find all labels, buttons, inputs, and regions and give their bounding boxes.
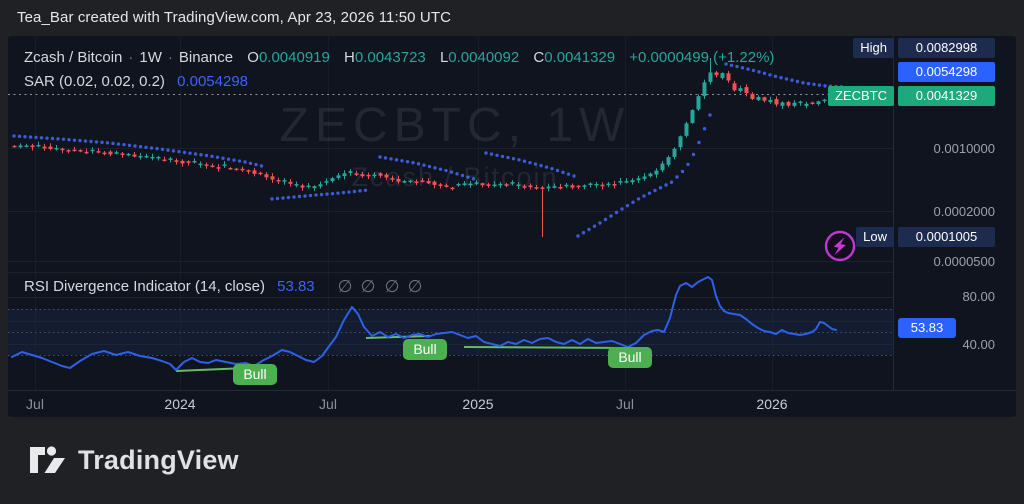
separator-dot: · (167, 49, 173, 66)
time-axis-label: Jul (616, 396, 634, 412)
ohlc-low: L0.0040092 (439, 49, 520, 66)
bull-divergence-badge: Bull (403, 338, 447, 360)
empty-set-icon[interactable]: ∅ (337, 277, 353, 296)
rsi-indicator-label[interactable]: RSI Divergence Indicator (14, close) (24, 278, 265, 295)
ohlc-close: C0.0041329 (533, 49, 616, 66)
attribution-bar: Tea_Bar created with TradingView.com, Ap… (0, 0, 1024, 36)
symbol-axis-badge: ZECBTC (828, 86, 894, 106)
price-tick-00002: 0.0002000 (933, 204, 995, 219)
ohlc-high: H0.0043723 (344, 49, 426, 66)
ohlc-open: O0.0040919 (247, 49, 330, 66)
sar-axis-value: 0.0054298 (898, 62, 995, 82)
rsi-tick-80: 80.00 (962, 289, 995, 304)
time-axis-label: 2026 (756, 396, 788, 412)
empty-set-icon[interactable]: ∅ (407, 277, 423, 296)
bull-divergence-badge: Bull (233, 363, 277, 385)
rsi-tick-40: 40.00 (962, 337, 995, 352)
symbol-title[interactable]: Zcash / Bitcoin (24, 49, 123, 66)
time-axis-label: Jul (26, 396, 44, 412)
time-axis-label: Jul (319, 396, 337, 412)
high-marker-label: High (853, 38, 894, 58)
rsi-axis-value: 53.83 (898, 318, 956, 338)
rsi-legend: RSI Divergence Indicator (14, close) 53.… (24, 278, 315, 295)
sar-legend: SAR (0.02, 0.02, 0.2) 0.0054298 (24, 73, 248, 90)
symbol-legend: Zcash / Bitcoin · 1W · Binance O0.0040919 H0… (24, 49, 774, 66)
tradingview-logo-text: TradingView (78, 444, 239, 475)
separator-dot: · (128, 49, 134, 66)
low-marker-value: 0.0001005 (898, 227, 995, 247)
high-marker-value: 0.0082998 (898, 38, 995, 58)
timeframe-label[interactable]: 1W (139, 49, 162, 66)
rsi-indicator-value: 53.83 (277, 278, 315, 295)
chart-panel[interactable]: ZECBTC, 1W Zcash / Bitcoin Zcash / Bitco… (8, 36, 1016, 417)
price-chart-canvas[interactable] (8, 36, 1016, 417)
empty-set-icon[interactable]: ∅ (384, 277, 400, 296)
attribution-text: Tea_Bar created with TradingView.com, Ap… (17, 9, 452, 26)
lightning-icon[interactable] (824, 230, 856, 262)
tradingview-logo-icon (30, 446, 65, 473)
empty-set-icon[interactable]: ∅ (360, 277, 376, 296)
exchange-label[interactable]: Binance (178, 49, 234, 66)
time-axis-label: 2024 (164, 396, 196, 412)
price-tick-000005: 0.0000500 (933, 254, 995, 269)
sar-indicator-label[interactable]: SAR (0.02, 0.02, 0.2) (24, 73, 165, 90)
footer-logo[interactable]: TradingView (28, 444, 239, 476)
close-axis-value: 0.0041329 (898, 86, 995, 106)
sar-indicator-value: 0.0054298 (177, 73, 248, 90)
price-tick-0001: 0.0010000 (933, 141, 995, 156)
low-marker-label: Low (856, 227, 894, 247)
bull-divergence-badge: Bull (608, 346, 652, 368)
change-value: +0.0000499 (+1.22%) (629, 49, 775, 66)
time-axis-label: 2025 (462, 396, 494, 412)
